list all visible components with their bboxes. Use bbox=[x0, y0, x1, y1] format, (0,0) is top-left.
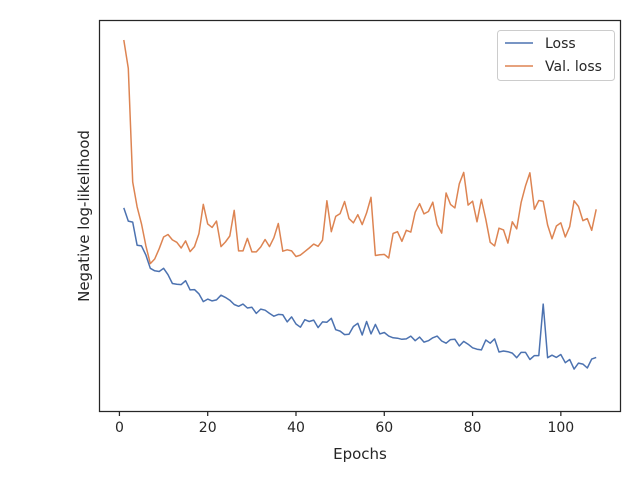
x-tick-label: 80 bbox=[464, 420, 482, 436]
series-line-val-loss bbox=[123, 39, 597, 265]
legend: Loss Val. loss bbox=[497, 30, 615, 81]
series-line-loss bbox=[123, 207, 597, 370]
y-axis-label: Negative log-likelihood bbox=[75, 130, 93, 302]
x-tick-label: 100 bbox=[547, 420, 574, 436]
legend-label-loss: Loss bbox=[545, 36, 576, 52]
x-tick-label: 20 bbox=[199, 420, 217, 436]
x-tick-label: 40 bbox=[287, 420, 305, 436]
legend-label-val-loss: Val. loss bbox=[545, 59, 602, 75]
x-tick-label: 0 bbox=[115, 420, 124, 436]
plot-frame bbox=[98, 19, 622, 413]
x-axis-label: Epochs bbox=[333, 445, 387, 463]
x-axis-ticks: 0 20 40 60 80 100 bbox=[115, 411, 574, 436]
series-layer bbox=[123, 39, 597, 370]
x-tick-label: 60 bbox=[375, 420, 393, 436]
